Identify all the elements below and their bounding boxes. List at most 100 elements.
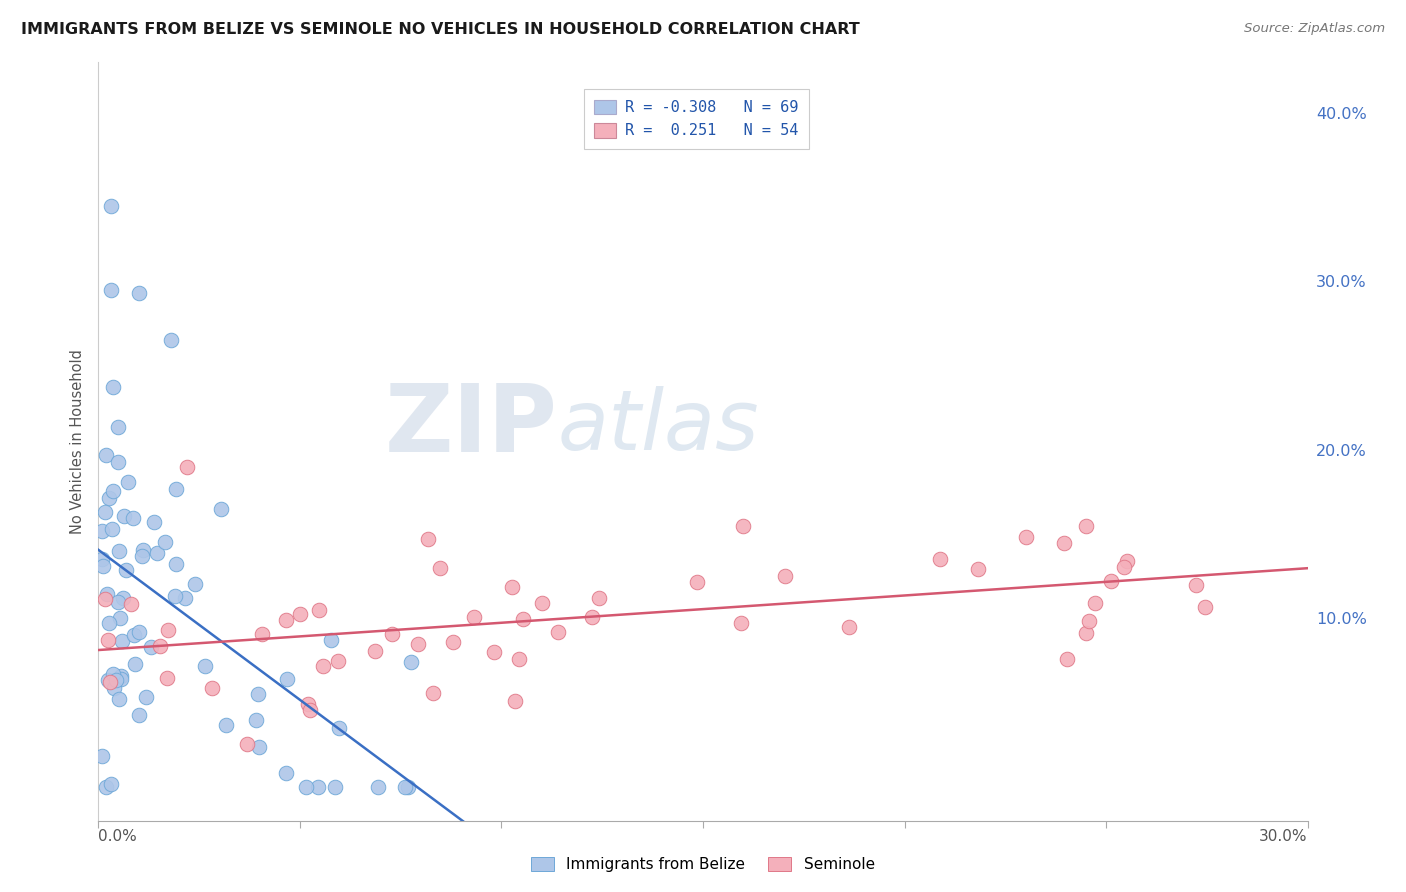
- Point: [1015, 530, 1038, 544]
- Point: [107, 544, 129, 558]
- Point: [110, 672, 132, 686]
- Point: [928, 552, 950, 566]
- Point: [91, 524, 114, 539]
- Point: [107, 420, 129, 434]
- Point: [328, 721, 350, 735]
- Point: [276, 672, 298, 686]
- Point: [104, 673, 127, 687]
- Point: [120, 597, 142, 611]
- Point: [236, 738, 259, 752]
- Point: [1194, 600, 1216, 615]
- Point: [194, 658, 217, 673]
- Point: [547, 624, 569, 639]
- Point: [200, 681, 222, 695]
- Point: [406, 637, 429, 651]
- Point: [94, 505, 117, 519]
- Point: [773, 569, 796, 583]
- Point: [103, 681, 125, 695]
- Point: [94, 448, 117, 462]
- Point: [686, 575, 709, 590]
- Point: [1053, 536, 1076, 550]
- Point: [308, 603, 330, 617]
- Point: [367, 780, 389, 794]
- Point: [128, 624, 150, 639]
- Point: [97, 615, 120, 630]
- Point: [100, 777, 122, 791]
- Point: [581, 610, 603, 624]
- Point: [107, 455, 129, 469]
- Point: [298, 703, 321, 717]
- Point: [1099, 574, 1122, 589]
- Point: [165, 482, 187, 496]
- Point: [1077, 614, 1099, 628]
- Point: [128, 708, 150, 723]
- Point: [132, 543, 155, 558]
- Point: [508, 652, 530, 666]
- Point: [215, 718, 238, 732]
- Point: [124, 657, 146, 672]
- Point: [122, 628, 145, 642]
- Point: [422, 686, 444, 700]
- Point: [91, 552, 114, 566]
- Point: [1114, 560, 1136, 574]
- Point: [128, 286, 150, 301]
- Text: ZIP: ZIP: [385, 380, 558, 473]
- Point: [135, 690, 157, 704]
- Point: [328, 654, 350, 668]
- Point: [396, 780, 419, 794]
- Point: [482, 645, 505, 659]
- Point: [108, 692, 131, 706]
- Point: [160, 334, 183, 348]
- Point: [153, 535, 176, 549]
- Point: [501, 580, 523, 594]
- Point: [176, 459, 198, 474]
- Point: [142, 515, 165, 529]
- Y-axis label: No Vehicles in Household: No Vehicles in Household: [69, 349, 84, 534]
- Point: [323, 780, 346, 794]
- Point: [247, 739, 270, 754]
- Point: [91, 748, 114, 763]
- Point: [184, 576, 207, 591]
- Point: [252, 627, 274, 641]
- Point: [394, 780, 416, 794]
- Point: [246, 687, 269, 701]
- Point: [321, 632, 343, 647]
- Point: [274, 613, 297, 627]
- Point: [1116, 554, 1139, 568]
- Point: [441, 635, 464, 649]
- Point: [157, 624, 180, 638]
- Point: [96, 780, 118, 794]
- Point: [139, 640, 162, 654]
- Point: [94, 592, 117, 607]
- Point: [1074, 625, 1097, 640]
- Point: [149, 640, 172, 654]
- Point: [108, 611, 131, 625]
- Point: [1184, 578, 1206, 592]
- Point: [399, 655, 422, 669]
- Point: [131, 549, 153, 563]
- Point: [733, 518, 755, 533]
- Legend: R = -0.308   N = 69, R =  0.251   N = 54: R = -0.308 N = 69, R = 0.251 N = 54: [583, 89, 808, 149]
- Point: [416, 532, 439, 546]
- Point: [165, 558, 187, 572]
- Point: [245, 713, 267, 727]
- Point: [307, 780, 329, 794]
- Point: [146, 546, 169, 560]
- Text: IMMIGRANTS FROM BELIZE VS SEMINOLE NO VEHICLES IN HOUSEHOLD CORRELATION CHART: IMMIGRANTS FROM BELIZE VS SEMINOLE NO VE…: [21, 22, 860, 37]
- Point: [463, 610, 485, 624]
- Point: [312, 659, 335, 673]
- Point: [588, 591, 610, 606]
- Point: [429, 560, 451, 574]
- Point: [112, 509, 135, 524]
- Point: [101, 483, 124, 498]
- Point: [211, 502, 233, 516]
- Point: [100, 199, 122, 213]
- Point: [112, 591, 135, 605]
- Point: [838, 620, 860, 634]
- Point: [967, 562, 990, 576]
- Point: [276, 766, 298, 780]
- Point: [100, 283, 122, 297]
- Point: [1074, 518, 1097, 533]
- Legend: Immigrants from Belize, Seminole: Immigrants from Belize, Seminole: [523, 849, 883, 880]
- Point: [503, 694, 526, 708]
